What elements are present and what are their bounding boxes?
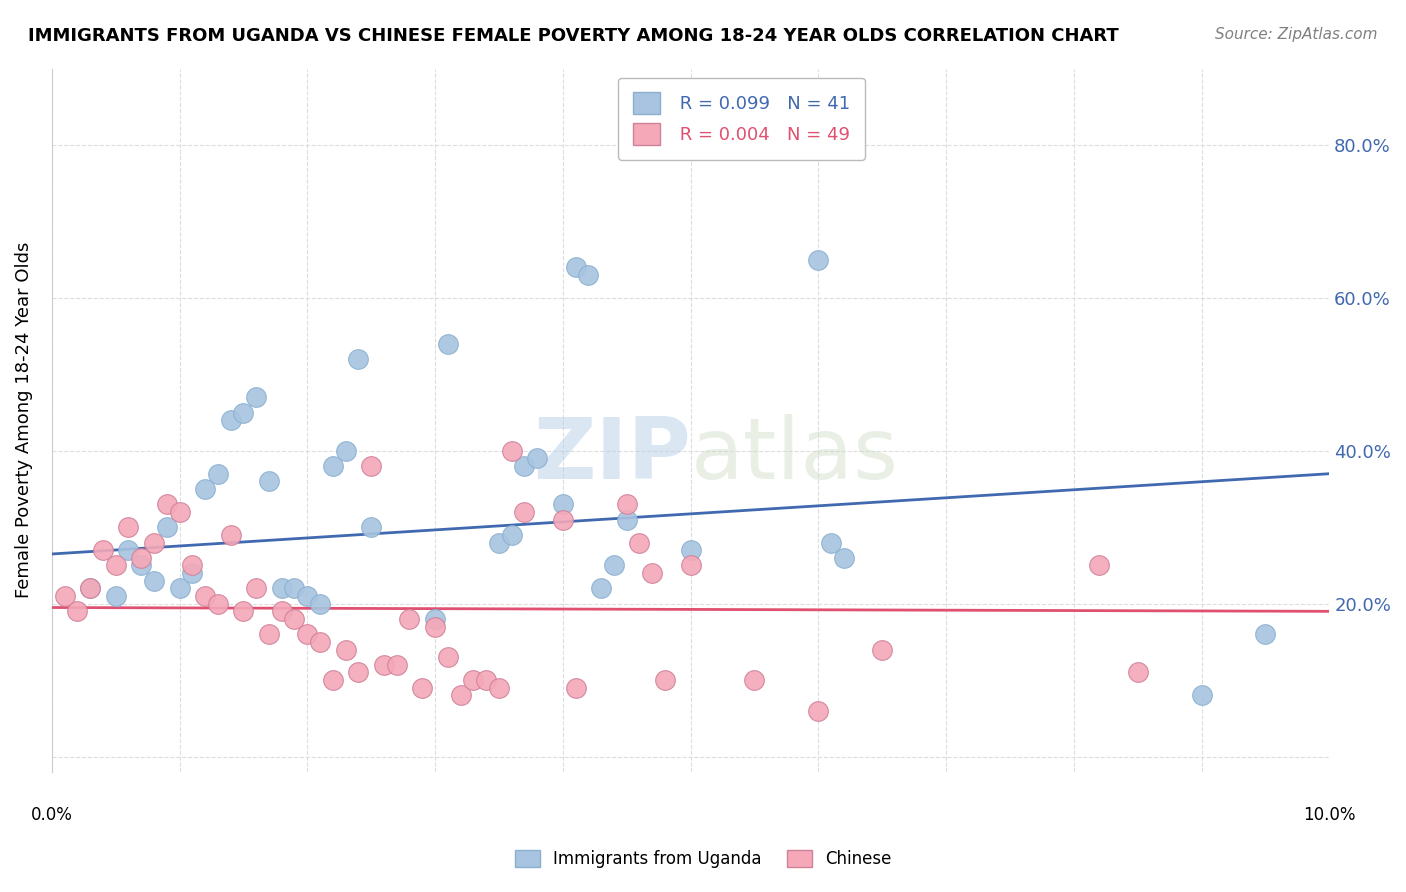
Point [79,582,101,596]
Point [616,497,638,511]
Point [807,252,830,267]
Point [603,558,626,573]
Point [654,673,676,687]
Point [488,535,510,549]
Point [385,657,408,672]
Point [436,336,458,351]
Point [245,582,267,596]
Point [257,627,280,641]
Point [744,673,766,687]
Point [641,566,664,580]
Point [129,558,152,573]
Point [513,459,536,474]
Point [347,352,370,367]
Point [744,100,766,114]
Text: IMMIGRANTS FROM UGANDA VS CHINESE FEMALE POVERTY AMONG 18-24 YEAR OLDS CORRELATI: IMMIGRANTS FROM UGANDA VS CHINESE FEMALE… [28,27,1119,45]
Point [423,612,446,626]
Point [117,543,139,558]
Point [270,582,292,596]
Point [207,597,229,611]
Point [232,604,254,618]
Point [181,558,204,573]
Point [820,535,842,549]
Text: 0.0%: 0.0% [31,806,73,824]
Point [360,459,382,474]
Point [194,482,217,496]
Point [564,260,586,275]
Point [832,550,855,565]
Point [807,704,830,718]
Point [591,582,613,596]
Point [219,413,242,427]
Point [475,673,498,687]
Point [245,390,267,404]
Point [194,589,217,603]
Point [360,520,382,534]
Point [1126,665,1149,680]
Point [1088,558,1111,573]
Point [526,451,548,466]
Point [297,589,319,603]
Point [283,582,305,596]
Point [169,582,191,596]
Point [129,550,152,565]
Point [501,528,523,542]
Point [156,497,179,511]
Point [551,497,574,511]
Point [488,681,510,695]
Point [207,467,229,481]
Point [322,673,344,687]
Point [309,635,332,649]
Point [309,597,332,611]
Point [91,543,114,558]
Point [870,642,893,657]
Point [373,657,395,672]
Point [564,681,586,695]
Point [423,619,446,633]
Point [450,689,472,703]
Y-axis label: Female Poverty Among 18-24 Year Olds: Female Poverty Among 18-24 Year Olds [15,242,32,599]
Point [501,443,523,458]
Point [270,604,292,618]
Point [104,589,127,603]
Point [513,505,536,519]
Point [156,520,179,534]
Point [142,574,165,588]
Point [616,513,638,527]
Point [1254,627,1277,641]
Point [679,558,702,573]
Legend:  R = 0.099   N = 41,  R = 0.004   N = 49: R = 0.099 N = 41, R = 0.004 N = 49 [619,78,865,160]
Point [411,681,433,695]
Point [347,665,370,680]
Text: atlas: atlas [690,414,898,497]
Point [1191,689,1213,703]
Text: Source: ZipAtlas.com: Source: ZipAtlas.com [1215,27,1378,42]
Point [169,505,191,519]
Point [576,268,599,282]
Text: 10.0%: 10.0% [1303,806,1355,824]
Text: ZIP: ZIP [533,414,690,497]
Point [117,520,139,534]
Point [79,582,101,596]
Point [679,543,702,558]
Point [335,443,357,458]
Point [551,513,574,527]
Point [322,459,344,474]
Point [219,528,242,542]
Point [283,612,305,626]
Point [53,589,76,603]
Point [232,406,254,420]
Point [142,535,165,549]
Point [104,558,127,573]
Point [628,535,651,549]
Point [66,604,89,618]
Point [181,566,204,580]
Point [398,612,420,626]
Point [257,475,280,489]
Point [436,650,458,665]
Point [463,673,485,687]
Point [335,642,357,657]
Point [297,627,319,641]
Legend: Immigrants from Uganda, Chinese: Immigrants from Uganda, Chinese [508,843,898,875]
